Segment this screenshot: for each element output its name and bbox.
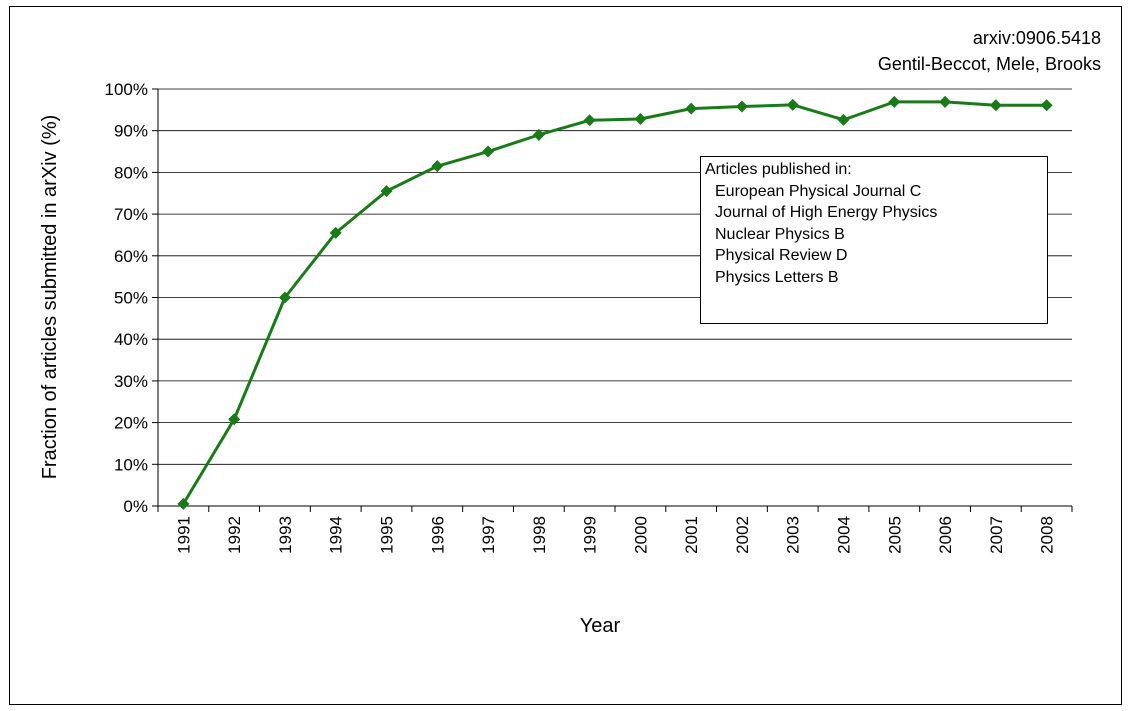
x-tick-label: 2004	[835, 516, 854, 554]
gridlines	[158, 88, 1072, 465]
y-tick-labels: 0% 10% 20% 30% 40% 50% 60% 70% 80% 90% 100%	[105, 80, 148, 516]
y-tick-label: 70%	[114, 205, 148, 224]
y-tick-label: 40%	[114, 330, 148, 349]
data-point	[532, 128, 545, 141]
legend-entry: Nuclear Physics B	[715, 225, 845, 243]
x-tick-labels: 1991 1992 1993 1994 1995 1996 1997 1998 1999 2000…	[174, 516, 1056, 554]
y-tick-label: 10%	[114, 455, 148, 474]
x-tick-label: 2001	[682, 516, 701, 554]
x-tick-label: 1991	[174, 516, 193, 554]
x-tick-label: 1994	[327, 516, 346, 554]
data-point	[431, 160, 444, 173]
series-line	[182, 100, 1047, 505]
x-axis-label: Year	[580, 615, 621, 637]
data-point	[380, 185, 393, 198]
data-series	[177, 95, 1053, 510]
legend-entry: Physical Review D	[715, 247, 848, 264]
data-point	[837, 113, 850, 126]
y-tick-label: 90%	[114, 122, 148, 141]
data-point	[1040, 99, 1053, 112]
legend-entry: European Physical Journal C	[715, 182, 922, 200]
chart-frame: 0% 10% 20% 30% 40% 50% 60% 70% 80% 90% 100% 1991 19…	[9, 6, 1122, 705]
data-point	[939, 95, 952, 108]
x-tick-label: 2003	[784, 516, 803, 554]
legend-entry: Physics Letters B	[715, 268, 839, 286]
x-tick-label: 1997	[479, 516, 498, 554]
x-tick-label: 1996	[428, 516, 447, 554]
x-tick-label: 1993	[276, 516, 295, 554]
data-point	[329, 226, 342, 239]
y-tick-label: 0%	[123, 497, 148, 516]
y-tick-label: 20%	[114, 414, 148, 433]
data-point	[177, 497, 190, 510]
y-tick-label: 80%	[114, 163, 148, 182]
legend-entry: Journal of High Energy Physics	[715, 204, 938, 221]
line-chart: 0%10%20%30%40%50%60%70%80%90%100% 1991 19…	[39, 80, 1073, 637]
y-tick-label: 100%	[105, 80, 148, 99]
data-point	[634, 113, 647, 126]
x-tick-label: 1992	[225, 516, 244, 554]
y-tick-label: 30%	[114, 372, 148, 391]
data-point	[685, 102, 698, 115]
data-point	[583, 114, 596, 127]
y-tick-label: 60%	[114, 247, 148, 266]
legend-box: Articles published in: European Physical…	[700, 156, 1048, 324]
data-point	[228, 413, 241, 426]
x-tick-label: 1998	[530, 516, 549, 554]
data-point	[989, 99, 1002, 112]
y-axis-label: Fraction of articles submitted in arXiv …	[39, 115, 61, 480]
x-tick-label: 2000	[631, 516, 650, 554]
x-tick-label: 2007	[987, 516, 1006, 554]
axes	[152, 88, 1073, 512]
y-tick-label: 50%	[114, 289, 148, 308]
x-tick-label: 2005	[885, 516, 904, 554]
x-tick-label: 2008	[1038, 516, 1057, 554]
data-point	[735, 100, 748, 113]
data-point	[482, 145, 495, 158]
arxiv-id-note: arxiv:0906.5418	[972, 28, 1101, 48]
legend-title: Articles published in:	[705, 161, 852, 178]
data-point	[278, 291, 291, 304]
data-point	[888, 95, 901, 108]
authors-note: Gentil-Beccot, Mele, Brooks	[877, 54, 1101, 74]
x-tick-label: 2006	[936, 516, 955, 554]
x-tick-label: 1995	[378, 516, 397, 554]
x-tick-label: 2002	[733, 516, 752, 554]
data-point	[786, 98, 799, 111]
x-tick-label: 1999	[581, 516, 600, 554]
